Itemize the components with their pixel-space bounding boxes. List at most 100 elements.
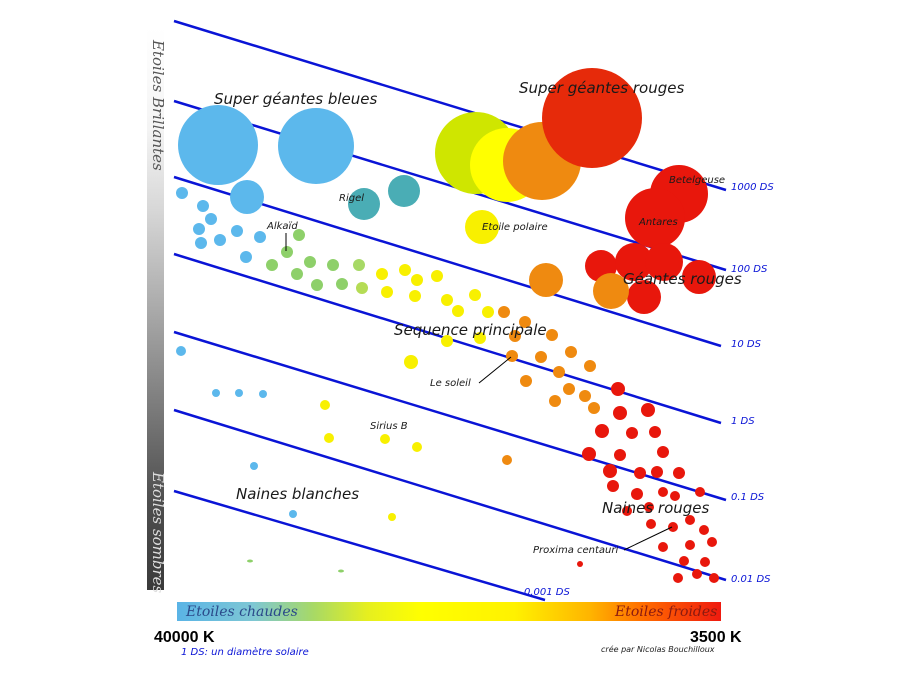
radius-line [173, 99, 727, 272]
radius-label-1: 1 DS [731, 416, 755, 427]
star [193, 223, 205, 235]
star [577, 561, 583, 567]
star [231, 225, 243, 237]
star [685, 515, 695, 525]
star [613, 406, 627, 420]
star-label-proxima: Proxima centauri [533, 545, 618, 556]
star [657, 446, 669, 458]
region-red-dwarfs: Naines rouges [602, 499, 709, 517]
star [212, 389, 220, 397]
region-white-dwarfs: Naines blanches [236, 485, 359, 503]
star [641, 403, 655, 417]
white-dwarfs [176, 346, 422, 573]
star [353, 259, 365, 271]
star [327, 259, 339, 271]
star [634, 467, 646, 479]
temp-hot-value: 40000 K [154, 629, 215, 646]
star [519, 316, 531, 328]
radius-label-100: 100 DS [731, 264, 768, 275]
star [645, 243, 683, 281]
star [670, 491, 680, 501]
star [235, 389, 243, 397]
star [498, 306, 510, 318]
radius-label-0.001: 0.001 DS [524, 587, 571, 598]
star-label-betelgeuse: Betelgeuse [669, 175, 725, 186]
star [707, 537, 717, 547]
star [381, 286, 393, 298]
star [651, 466, 663, 478]
star [411, 274, 423, 286]
radius-label-1000: 1000 DS [731, 182, 774, 193]
star [626, 427, 638, 439]
star [240, 251, 252, 263]
star [289, 510, 297, 518]
star [595, 424, 609, 438]
star [376, 268, 388, 280]
star [380, 434, 390, 444]
star [593, 273, 629, 309]
star [615, 243, 653, 281]
star [646, 519, 656, 529]
star [474, 332, 486, 344]
star [699, 525, 709, 535]
star [611, 382, 625, 396]
super-giants [178, 68, 642, 202]
star [356, 282, 368, 294]
star [324, 433, 334, 443]
star [336, 278, 348, 290]
star [584, 360, 596, 372]
star-label-polaris: Etoile polaire [482, 222, 548, 233]
star [259, 390, 267, 398]
ds-definition-note: 1 DS: un diamètre solaire [181, 647, 309, 658]
star [254, 231, 266, 243]
star [205, 213, 217, 225]
star [178, 105, 258, 185]
star [668, 522, 678, 532]
star [281, 246, 293, 258]
star [431, 270, 443, 282]
radius-line [173, 175, 722, 348]
star [502, 455, 512, 465]
star [293, 229, 305, 241]
star [291, 268, 303, 280]
star [441, 335, 453, 347]
star [644, 502, 654, 512]
star-label-alkaid: Alkaïd [266, 221, 298, 232]
star [673, 467, 685, 479]
star [409, 290, 421, 302]
temp-cold-label: Etoiles froides [615, 604, 718, 620]
star [549, 395, 561, 407]
star [509, 330, 521, 342]
star [553, 366, 565, 378]
star [266, 259, 278, 271]
star [700, 557, 710, 567]
star [195, 237, 207, 249]
star-label-rigel: Rigel [339, 193, 364, 204]
star [588, 402, 600, 414]
star [304, 256, 316, 268]
main-sequence [176, 187, 719, 583]
star-label-antares: Antares [638, 217, 678, 228]
temp-cold-value: 3500 K [690, 629, 742, 646]
star [679, 556, 689, 566]
proxima-pointer [623, 526, 673, 551]
region-red-giants: Géantes rouges [623, 270, 742, 288]
radius-line [173, 330, 727, 502]
credit-note: crée par Nicolas Bouchilloux [601, 645, 715, 654]
radius-label-0.1: 0.1 DS [731, 492, 765, 503]
star [529, 263, 563, 297]
radius-label-0.01: 0.01 DS [731, 574, 771, 585]
star [542, 68, 642, 168]
sun-pointer [478, 356, 512, 384]
star [582, 447, 596, 461]
star [535, 351, 547, 363]
star [482, 306, 494, 318]
star [625, 188, 685, 248]
star [607, 480, 619, 492]
star [399, 264, 411, 276]
star [176, 346, 186, 356]
star [441, 294, 453, 306]
star [230, 180, 264, 214]
star [579, 390, 591, 402]
